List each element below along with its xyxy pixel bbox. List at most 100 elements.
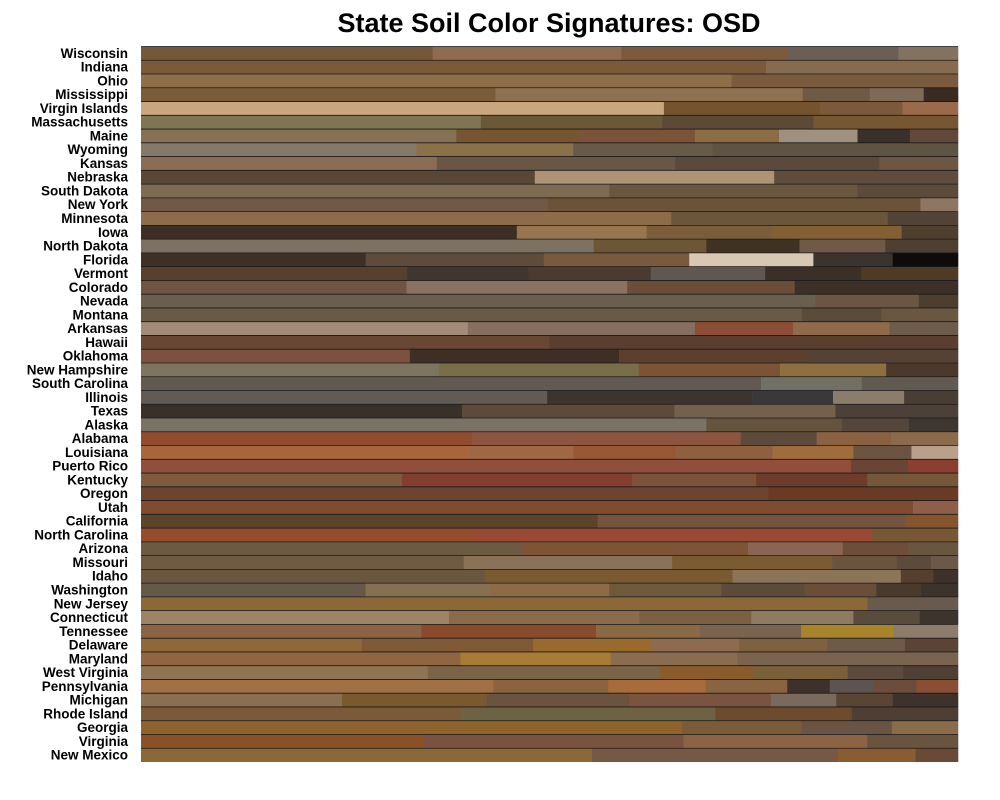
state-label-kansas: Kansas <box>80 156 128 171</box>
bar-segment <box>141 170 536 185</box>
bar-segment <box>608 679 706 694</box>
bar-segment <box>365 583 491 597</box>
bar-segment <box>672 555 833 570</box>
bar-segment <box>141 156 438 171</box>
bar-segment <box>915 748 959 762</box>
bar-segment <box>842 541 909 556</box>
state-label-georgia: Georgia <box>77 720 129 735</box>
bar-segment <box>847 665 904 680</box>
bar-segment <box>768 486 959 501</box>
bar-segment <box>801 307 882 322</box>
bar-segment <box>427 665 661 680</box>
bar-segment <box>141 431 473 446</box>
bar-segment <box>867 473 959 487</box>
bar-segment <box>879 156 959 171</box>
bar-row-minnesota <box>141 211 959 226</box>
bar-segment <box>891 431 959 446</box>
bar-segment <box>650 638 740 652</box>
bar-row-arkansas <box>141 321 959 336</box>
bar-segment <box>694 129 780 143</box>
bar-segment <box>813 115 959 130</box>
bar-segment <box>663 101 821 116</box>
bar-row-puerto-rico <box>141 459 959 474</box>
bar-segment <box>861 266 959 281</box>
state-label-maine: Maine <box>90 128 129 143</box>
bar-segment <box>549 335 959 350</box>
bar-segment <box>361 638 534 652</box>
bar-segment <box>801 624 894 639</box>
bar-segment <box>787 679 831 694</box>
bar-segment <box>918 294 959 308</box>
bar-segment <box>456 129 581 143</box>
bar-row-alaska <box>141 418 959 432</box>
state-label-texas: Texas <box>91 404 128 419</box>
bar-segment <box>516 225 648 240</box>
bar-segment <box>885 239 959 253</box>
bar-segment <box>808 349 959 363</box>
bar-segment <box>141 362 440 377</box>
bar-segment <box>675 156 880 171</box>
bar-segment <box>706 239 800 253</box>
bar-segment <box>409 349 620 363</box>
bar-segment <box>766 60 959 75</box>
bar-segment <box>771 225 902 240</box>
bar-segment <box>646 225 773 240</box>
state-label-louisiana: Louisiana <box>65 445 129 460</box>
bar-segment <box>141 197 549 212</box>
bar-row-california <box>141 514 959 529</box>
bar-row-nebraska <box>141 170 959 185</box>
bar-segment <box>887 211 959 226</box>
bar-row-new-mexico <box>141 748 959 762</box>
bar-segment <box>543 252 690 267</box>
bar-segment <box>141 638 362 652</box>
bar-segment <box>141 101 665 116</box>
bar-segment <box>493 679 609 694</box>
bar-segment <box>141 184 610 198</box>
bar-segment <box>141 541 522 556</box>
bar-segment <box>761 376 862 391</box>
state-label-illinois: Illinois <box>85 390 128 405</box>
bar-row-mississippi <box>141 87 959 102</box>
bar-row-texas <box>141 404 959 419</box>
state-label-west-virginia: West Virginia <box>43 665 129 680</box>
bar-segment <box>141 321 469 336</box>
state-label-virginia: Virginia <box>79 734 129 749</box>
bar-segment <box>618 349 809 363</box>
bar-segment <box>141 693 343 707</box>
bar-segment <box>141 514 599 529</box>
state-label-puerto-rico: Puerto Rico <box>52 459 128 474</box>
bar-segment <box>141 252 366 267</box>
bar-segment <box>609 583 722 597</box>
bar-segment <box>861 376 959 391</box>
bar-segment <box>534 170 775 185</box>
state-label-minnesota: Minnesota <box>61 211 128 226</box>
bar-row-utah <box>141 500 959 515</box>
bar-segment <box>141 473 402 487</box>
state-label-california: California <box>66 514 129 529</box>
bar-segment <box>835 404 959 419</box>
bar-row-massachusetts <box>141 115 959 130</box>
bar-segment <box>141 569 486 584</box>
bar-row-wyoming <box>141 142 959 157</box>
bar-row-kentucky <box>141 473 959 487</box>
bar-segment <box>772 445 854 460</box>
bar-segment <box>721 583 805 597</box>
bar-segment <box>141 390 548 405</box>
bar-segment <box>916 679 959 694</box>
state-label-virgin-islands: Virgin Islands <box>40 101 128 116</box>
bar-segment <box>739 638 828 652</box>
bar-segment <box>421 624 597 639</box>
bar-row-maryland <box>141 651 959 666</box>
bar-segment <box>901 225 959 240</box>
bar-row-florida <box>141 252 959 267</box>
bar-segment <box>610 651 738 666</box>
bar-row-virgin-islands <box>141 101 959 116</box>
bar-row-delaware <box>141 638 959 652</box>
bar-row-oregon <box>141 486 959 501</box>
bar-segment <box>794 280 959 295</box>
bar-segment <box>774 170 959 185</box>
bar-segment <box>407 266 529 281</box>
bar-segment <box>832 390 905 405</box>
